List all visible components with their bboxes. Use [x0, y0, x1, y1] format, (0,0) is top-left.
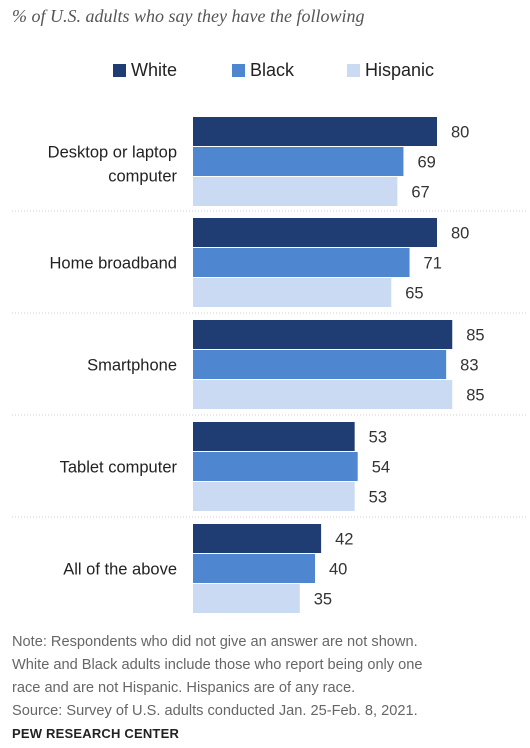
chart-subtitle: % of U.S. adults who say they have the f… [12, 6, 365, 26]
legend-item-hispanic: Hispanic [347, 60, 434, 81]
bar-hispanic [193, 177, 398, 206]
data-label: 42 [335, 531, 353, 549]
legend-swatch-hispanic [347, 64, 360, 77]
data-label: 53 [369, 489, 387, 507]
data-label: 80 [451, 225, 469, 243]
category-label: Desktop or laptop computer [48, 144, 178, 186]
legend-item-white: White [113, 60, 177, 81]
brand-logo-text: PEW RESEARCH CENTER [12, 726, 180, 741]
data-label: 80 [451, 124, 469, 142]
category-label: Tablet computer [60, 459, 178, 477]
legend: White Black Hispanic [0, 60, 530, 84]
legend-label-white: White [131, 60, 178, 80]
data-label: 83 [460, 357, 478, 375]
bar-white [193, 422, 355, 451]
source-line: Source: Survey of U.S. adults conducted … [12, 703, 418, 719]
data-label: 71 [424, 255, 442, 273]
data-label: 85 [466, 327, 484, 345]
legend-swatch-black [232, 64, 245, 77]
note-line: Note: Respondents who did not give an an… [12, 634, 418, 650]
bar-black [193, 554, 315, 583]
data-label: 85 [466, 387, 484, 405]
bar-black [193, 452, 358, 481]
legend-swatch-white [113, 64, 126, 77]
data-label: 40 [329, 561, 347, 579]
legend-label-hispanic: Hispanic [365, 60, 435, 80]
data-label: 69 [417, 154, 435, 172]
bar-black [193, 248, 410, 277]
bar-hispanic [193, 380, 453, 409]
data-label: 65 [405, 285, 423, 303]
bar-hispanic [193, 584, 300, 613]
data-label: 54 [372, 459, 390, 477]
legend-label-black: Black [250, 60, 295, 80]
bar-hispanic [193, 278, 392, 307]
data-label: 53 [369, 429, 387, 447]
category-label: Home broadband [49, 255, 177, 273]
chart-note: Note: Respondents who did not give an an… [12, 631, 522, 723]
bar-black [193, 147, 404, 176]
bar-white [193, 320, 453, 349]
legend-item-black: Black [232, 60, 294, 81]
note-line: race and are not Hispanic. Hispanics are… [12, 680, 356, 696]
bar-white [193, 218, 437, 247]
bar-chart: Desktop or laptop computer 80 69 67 Home broa… [12, 117, 528, 613]
bar-hispanic [193, 482, 355, 511]
category-label: Smartphone [87, 357, 177, 375]
category-label: All of the above [63, 561, 177, 579]
note-line: White and Black adults include those who… [12, 657, 423, 673]
data-label: 35 [314, 591, 332, 609]
bar-white [193, 117, 437, 146]
data-label: 67 [411, 184, 429, 202]
bar-black [193, 350, 447, 379]
bar-white [193, 524, 322, 553]
